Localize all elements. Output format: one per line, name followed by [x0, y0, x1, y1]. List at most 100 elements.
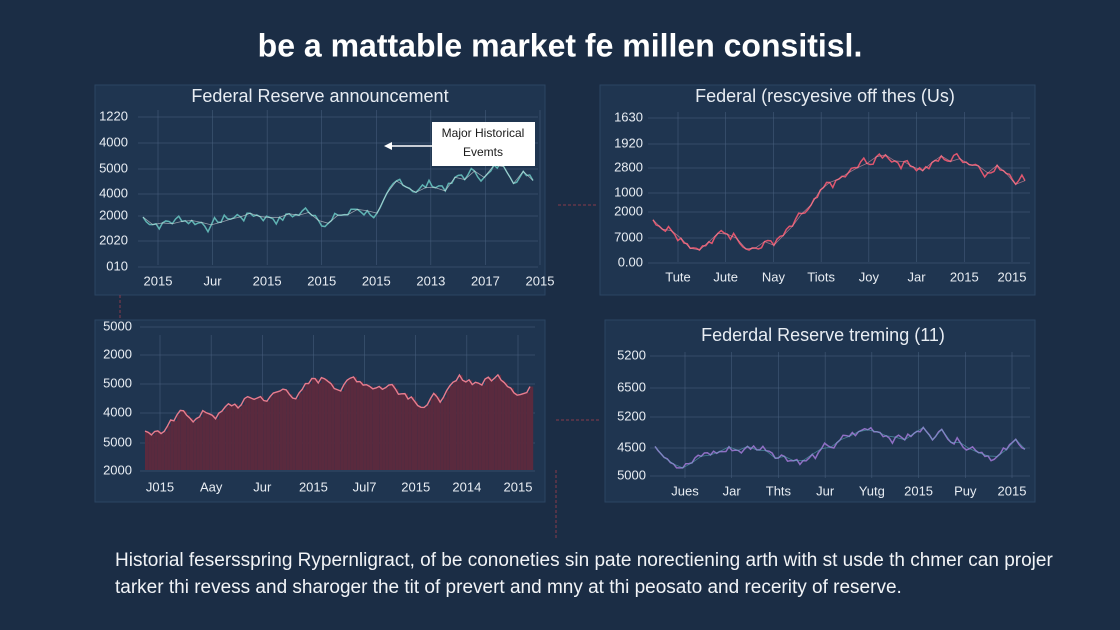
- decor-bar: [270, 396, 274, 470]
- x-tick-label: 2015: [950, 269, 979, 284]
- decor-bar: [424, 407, 428, 470]
- decor-bar: [286, 389, 290, 470]
- decor-bar: [186, 415, 190, 470]
- x-tick-label: Tiots: [807, 269, 835, 284]
- decor-bar: [292, 398, 296, 470]
- decor-bar: [189, 418, 194, 470]
- decor-bar: [318, 382, 322, 470]
- y-tick-label: 2800: [614, 159, 643, 174]
- decor-bar: [257, 398, 261, 470]
- panels: Federal Reserve announcement 1220 4000 5000…: [94, 84, 1036, 540]
- x-tick-label: 2014: [452, 479, 481, 494]
- decor-bar: [401, 393, 405, 470]
- decor-bar: [366, 384, 370, 470]
- decor-bar: [145, 431, 149, 470]
- x-tick-label: 2015: [998, 483, 1027, 498]
- decor-bar: [430, 398, 434, 470]
- x-tick-label: Aay: [200, 479, 223, 494]
- decor-bar: [485, 378, 489, 470]
- x-tick-label: Tute: [665, 269, 691, 284]
- y-tick-label: 1630: [614, 109, 643, 124]
- y-tick-label: 1000: [614, 184, 643, 199]
- decor-bar: [282, 389, 287, 470]
- decor-bar: [260, 396, 264, 470]
- x-tick-label: 2015: [504, 479, 533, 494]
- y-tick-label: 2000: [614, 203, 643, 218]
- x-tick-label: 2017: [471, 273, 500, 288]
- page-title: be a mattable market fe millen consitisl…: [258, 27, 863, 63]
- decor-bar: [497, 374, 502, 470]
- decor-bar: [238, 407, 242, 470]
- y-tick-label: 2000: [103, 462, 132, 477]
- y-tick-label: 4000: [99, 134, 128, 149]
- annotation-box: [432, 122, 535, 166]
- decor-bar: [491, 380, 495, 470]
- x-tick-label: 2015: [253, 273, 282, 288]
- x-tick-label: 2015: [299, 479, 328, 494]
- decor-bar: [501, 380, 505, 470]
- decor-bar: [315, 378, 319, 470]
- panel: [604, 319, 1036, 503]
- decor-bar: [385, 387, 389, 470]
- decor-bar: [148, 432, 152, 470]
- decor-bar: [250, 397, 255, 470]
- decor-bar: [507, 386, 511, 470]
- x-tick-label: Jute: [713, 269, 738, 284]
- decor-bar: [363, 385, 367, 470]
- x-tick-label: 2015: [998, 269, 1027, 284]
- y-tick-label: 5000: [99, 160, 128, 175]
- decor-bar: [462, 380, 466, 470]
- decor-bar: [193, 421, 197, 470]
- x-tick-label: 2015: [362, 273, 391, 288]
- decor-bar: [273, 393, 277, 470]
- decor-bar: [199, 416, 203, 470]
- decor-bar: [392, 384, 396, 470]
- x-tick-label: 2015: [144, 273, 173, 288]
- decor-bar: [218, 413, 222, 470]
- decor-bar: [481, 385, 486, 470]
- decor-bar: [440, 402, 444, 470]
- decor-bar: [308, 383, 312, 470]
- decor-bar: [453, 382, 457, 470]
- decor-bar: [494, 378, 498, 470]
- y-tick-label: 7000: [614, 229, 643, 244]
- decor-bar: [376, 387, 380, 470]
- decor-bar: [420, 407, 425, 470]
- decor-bar: [289, 394, 293, 470]
- decor-bar: [343, 384, 348, 470]
- decor-bar: [241, 404, 245, 470]
- decor-bar: [327, 381, 332, 470]
- decor-bar: [526, 392, 530, 470]
- decor-bar: [417, 405, 421, 470]
- decor-bar: [331, 383, 335, 470]
- y-tick-label: 5000: [617, 467, 646, 482]
- y-tick-label: 4000: [99, 185, 128, 200]
- panel: [94, 84, 546, 296]
- decor-bar: [202, 410, 206, 470]
- decor-bar: [215, 418, 219, 470]
- decor-trace: [654, 426, 1026, 469]
- y-tick-label: 5000: [103, 434, 132, 449]
- x-tick-label: J015: [146, 479, 174, 494]
- decor-bar: [359, 381, 364, 470]
- decor-bar: [530, 386, 534, 470]
- decor-bar: [414, 401, 418, 470]
- x-tick-label: 2015: [401, 479, 430, 494]
- decor-bar: [263, 400, 267, 470]
- y-tick-label: 4500: [617, 439, 646, 454]
- decor-bar: [266, 401, 271, 470]
- decor-bar: [228, 403, 232, 470]
- decor-bar: [456, 380, 460, 470]
- decor-bar: [154, 431, 158, 470]
- footer-line: tarker thi revess and sharoger the tit o…: [115, 577, 902, 598]
- decor-bar: [465, 381, 470, 470]
- decor-bar: [254, 399, 258, 470]
- y-tick-label: 5200: [617, 347, 646, 362]
- decor-bar: [472, 384, 476, 470]
- decor-bar: [205, 412, 210, 470]
- decor-bar: [196, 418, 200, 470]
- decor-bar: [151, 434, 155, 470]
- y-tick-label: 2000: [99, 207, 128, 222]
- decor-bar: [459, 375, 463, 470]
- decor-bar: [475, 382, 479, 470]
